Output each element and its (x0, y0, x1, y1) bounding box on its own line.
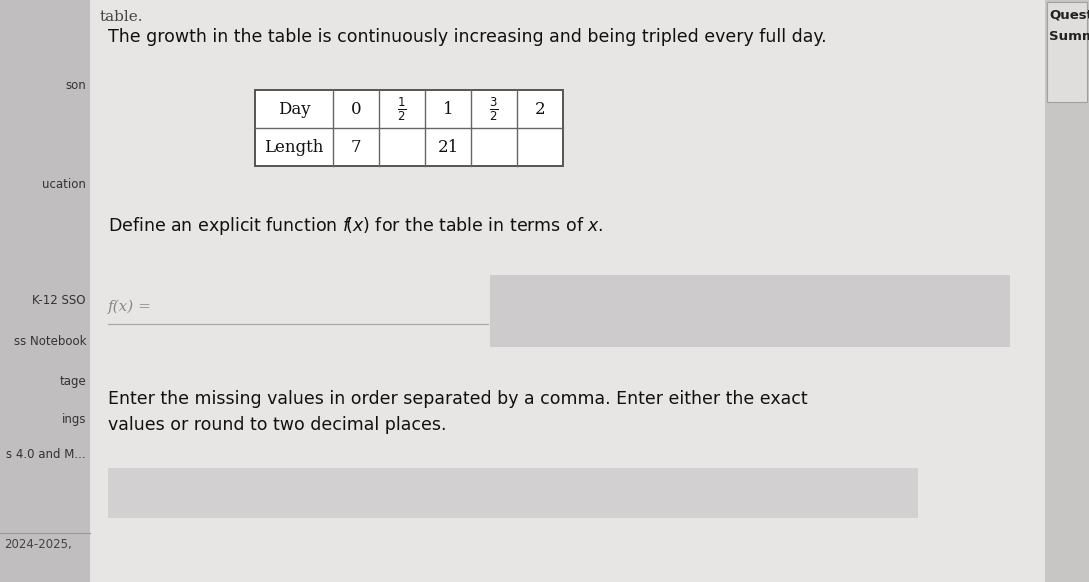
Text: 1: 1 (443, 101, 453, 118)
Text: Enter the missing values in order separated by a comma. Enter either the exact: Enter the missing values in order separa… (108, 390, 808, 408)
Text: K-12 SSO: K-12 SSO (33, 294, 86, 307)
Text: s 4.0 and M...: s 4.0 and M... (7, 448, 86, 461)
Text: ings: ings (61, 413, 86, 426)
Bar (1047, 2, 1087, 102)
Text: 21: 21 (438, 139, 458, 155)
Text: 7: 7 (351, 139, 362, 155)
Bar (108, 468, 918, 518)
Bar (490, 275, 1010, 347)
Text: f(x) =: f(x) = (108, 300, 151, 314)
Text: table.: table. (100, 10, 144, 24)
Text: son: son (65, 79, 86, 91)
Text: Summa: Summa (1049, 30, 1089, 43)
Text: values or round to two decimal places.: values or round to two decimal places. (108, 416, 446, 434)
Text: ucation: ucation (42, 178, 86, 190)
Text: 0: 0 (351, 101, 362, 118)
Text: Define an explicit function $f\!\left(x\right)$ for the table in terms of $x$.: Define an explicit function $f\!\left(x\… (108, 215, 603, 237)
Text: tage: tage (59, 375, 86, 388)
Text: $\frac{3}{2}$: $\frac{3}{2}$ (489, 95, 499, 123)
Bar (255, 90, 563, 166)
Text: 2: 2 (535, 101, 546, 118)
Text: Questio: Questio (1049, 8, 1089, 21)
Text: Length: Length (265, 139, 323, 155)
Text: Day: Day (278, 101, 310, 118)
Text: $\frac{1}{2}$: $\frac{1}{2}$ (397, 95, 406, 123)
Bar (1045, 0, 1089, 582)
Text: The growth in the table is continuously increasing and being tripled every full : The growth in the table is continuously … (108, 28, 827, 46)
Text: ss Notebook: ss Notebook (13, 335, 86, 347)
Bar (90, 0, 1045, 582)
Text: 2024-2025,: 2024-2025, (4, 538, 72, 551)
Bar (0, 0, 90, 582)
